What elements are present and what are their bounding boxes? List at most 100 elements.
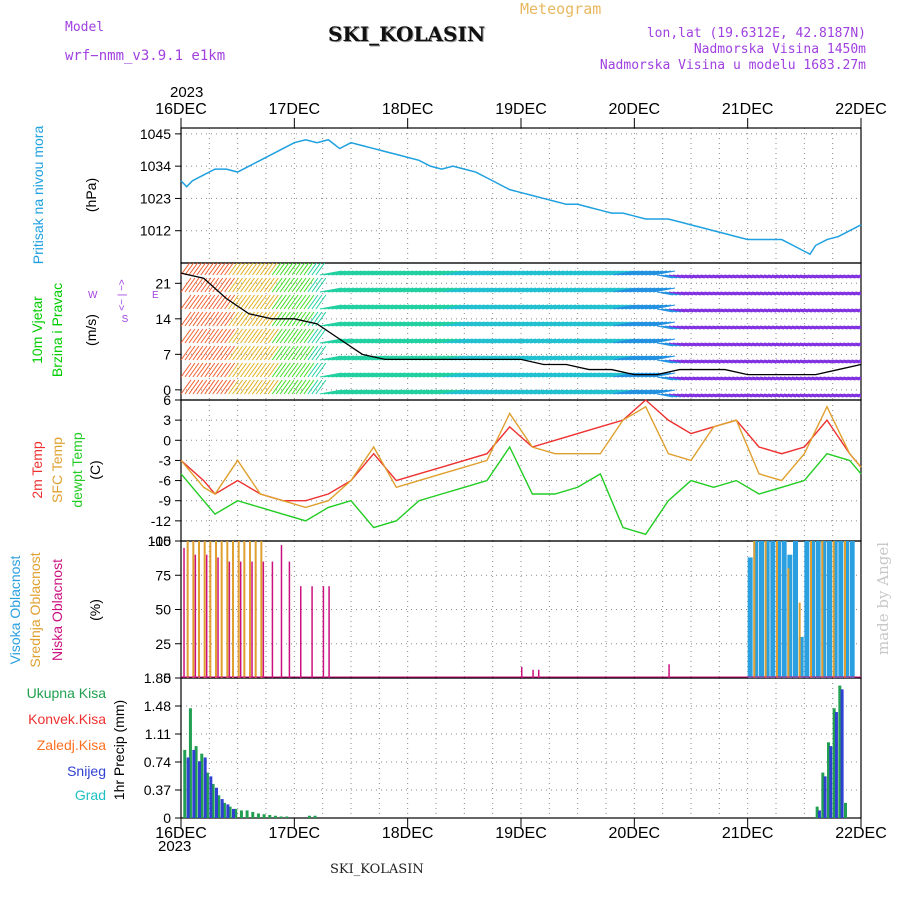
wind-barb <box>510 389 533 395</box>
wind-barb <box>414 338 438 344</box>
wind-barb <box>351 287 374 293</box>
wind-barb <box>767 291 785 296</box>
y-tick-label: 0 <box>163 810 171 826</box>
mid-cloud-bar <box>249 541 251 678</box>
wind-barb <box>637 287 660 293</box>
wind-barb <box>533 389 557 395</box>
wind-barb <box>263 328 275 344</box>
wind-barb <box>307 345 319 361</box>
wind-barb <box>609 270 632 276</box>
total-precip-bar <box>262 814 266 818</box>
wind-barb <box>787 342 804 347</box>
wind-barb <box>847 376 861 381</box>
wind-barb <box>430 304 453 310</box>
wind-barb <box>263 311 275 327</box>
mid-cloud-bar <box>220 541 223 678</box>
wind-barb <box>279 263 290 276</box>
wind-barb <box>847 308 861 313</box>
wind-barb <box>474 270 497 276</box>
wind-barb <box>764 291 781 296</box>
wind-barb <box>236 263 246 276</box>
wind-barb <box>422 287 446 293</box>
high-cloud-bar <box>804 541 810 678</box>
wind-barb <box>438 389 461 395</box>
wind-barb <box>748 376 765 381</box>
wind-barb <box>700 393 717 398</box>
wind-barb <box>656 393 674 398</box>
wind-barb <box>811 291 828 296</box>
wind-barb <box>692 325 709 330</box>
total-precip-bar <box>827 742 830 818</box>
wind-barb <box>502 270 525 276</box>
wind-barb <box>267 345 279 361</box>
wind-barb <box>593 338 616 344</box>
wind-barb <box>637 270 660 276</box>
x-tick-label-top: 21DEC <box>722 101 774 118</box>
wind-barb <box>426 270 450 276</box>
wind-unit-label: (m/s) <box>83 314 99 346</box>
wind-barb <box>407 338 430 344</box>
legend-frozen-precip: Zaledj.Kisa <box>37 737 106 753</box>
wind-barb <box>327 355 350 361</box>
wind-barb <box>736 291 753 296</box>
wind-barb <box>748 325 765 330</box>
wind-barb <box>275 294 287 310</box>
wind-barb <box>196 379 208 395</box>
wind-barb <box>629 287 652 293</box>
low-cloud-bar <box>251 561 253 678</box>
wind-barb <box>343 338 366 344</box>
wind-barb <box>855 393 861 396</box>
wind-barb <box>561 372 584 378</box>
wind-barb <box>450 338 473 344</box>
page-title: SKI_KOLASIN <box>328 22 486 46</box>
wind-barb <box>514 304 537 310</box>
wind-barb <box>601 372 624 378</box>
wind-barb <box>585 321 608 327</box>
wind-barb <box>466 372 489 378</box>
wind-barb <box>764 325 781 330</box>
wind-barb <box>629 304 652 310</box>
wind-barb <box>426 372 450 378</box>
low-cloud-bar <box>532 669 534 678</box>
wind-barb <box>228 345 240 361</box>
wind-barb <box>418 372 442 378</box>
wind-barb <box>275 328 287 344</box>
wind-barb <box>779 308 797 313</box>
wind-barb <box>708 308 725 313</box>
wind-barb <box>319 304 342 310</box>
wind-barb <box>486 304 509 310</box>
wind-barb <box>291 362 303 378</box>
high-cloud-bar <box>810 541 815 678</box>
wind-barb <box>756 291 773 296</box>
wind-barb <box>216 311 228 327</box>
wind-barb <box>442 287 465 293</box>
wind-barb <box>799 376 816 381</box>
wind-barb <box>625 270 648 276</box>
wind-barb <box>633 270 656 276</box>
wind-barb <box>367 372 390 378</box>
wind-barb <box>573 304 596 310</box>
wind-barb <box>541 287 565 293</box>
tsfc-label: SFC Temp <box>49 437 65 503</box>
high-cloud-bar <box>747 557 753 678</box>
wind-barb <box>502 338 525 344</box>
wind-barb <box>529 389 553 395</box>
wind-barb <box>617 270 640 276</box>
wind-barb <box>843 393 860 398</box>
wind-barb <box>775 291 793 296</box>
wind-barb <box>494 338 517 344</box>
wind-barb <box>283 277 295 293</box>
wind-barb <box>692 291 709 296</box>
wind-barb <box>395 372 418 378</box>
wind-barb <box>637 321 660 327</box>
wind-barb <box>835 359 852 364</box>
wind-barb <box>355 372 378 378</box>
wind-barb <box>704 308 721 313</box>
wind-barb <box>839 308 856 313</box>
wind-barb <box>621 287 644 293</box>
wind-barb <box>660 308 678 313</box>
wind-barb <box>803 308 820 313</box>
wind-barb <box>438 372 461 378</box>
wind-barb <box>545 270 569 276</box>
wind-barb <box>462 270 485 276</box>
